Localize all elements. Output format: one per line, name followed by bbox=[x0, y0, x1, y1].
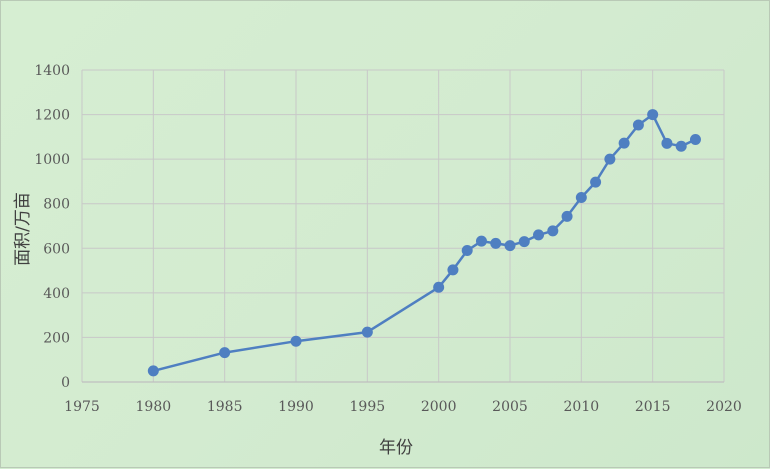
x-axis-title: 年份 bbox=[379, 438, 413, 458]
data-point bbox=[590, 176, 602, 188]
data-point bbox=[689, 134, 701, 146]
data-point bbox=[575, 191, 587, 203]
data-point bbox=[533, 229, 545, 241]
x-tick-label: 1985 bbox=[207, 399, 243, 415]
y-tick-label: 1000 bbox=[34, 152, 70, 168]
x-tick-label: 1990 bbox=[278, 399, 314, 415]
series-line bbox=[152, 113, 697, 373]
y-tick-label: 200 bbox=[43, 330, 70, 346]
y-tick-label: 800 bbox=[43, 197, 70, 213]
data-point bbox=[433, 281, 445, 293]
data-point bbox=[661, 137, 673, 149]
data-point bbox=[632, 119, 644, 131]
grid-lines bbox=[81, 69, 725, 382]
data-point bbox=[447, 264, 459, 276]
data-point bbox=[561, 210, 573, 222]
data-point bbox=[361, 326, 373, 338]
series bbox=[147, 109, 701, 377]
data-point bbox=[518, 236, 530, 248]
tick-labels: 0 200 400 600 800 1000 1200 1400 1975 1980 1985 199… bbox=[34, 63, 741, 415]
y-tick-label: 600 bbox=[43, 241, 70, 257]
data-point bbox=[147, 365, 159, 377]
data-point bbox=[675, 140, 687, 152]
x-tick-label: 1995 bbox=[350, 399, 386, 415]
y-tick-label: 1200 bbox=[34, 108, 70, 124]
x-tick-label: 1975 bbox=[64, 399, 100, 415]
x-tick-label: 1980 bbox=[136, 399, 172, 415]
data-point bbox=[490, 237, 502, 249]
data-point bbox=[647, 109, 659, 121]
x-tick-label: 2020 bbox=[706, 399, 742, 415]
y-tick-label: 400 bbox=[43, 286, 70, 302]
data-point bbox=[618, 137, 630, 149]
data-point bbox=[504, 240, 516, 252]
y-tick-label: 0 bbox=[61, 375, 70, 391]
x-tick-label: 2005 bbox=[492, 399, 528, 415]
y-tick-label: 1400 bbox=[34, 63, 70, 79]
data-point bbox=[547, 225, 559, 237]
x-tick-label: 2000 bbox=[421, 399, 457, 415]
x-tick-label: 2010 bbox=[564, 399, 600, 415]
data-point bbox=[604, 153, 616, 165]
data-point bbox=[290, 335, 302, 347]
x-tick-label: 2015 bbox=[635, 399, 671, 415]
data-point bbox=[219, 347, 231, 359]
data-point bbox=[461, 245, 473, 257]
data-point bbox=[475, 235, 487, 247]
y-axis-title: 面积/万亩 bbox=[13, 192, 33, 266]
